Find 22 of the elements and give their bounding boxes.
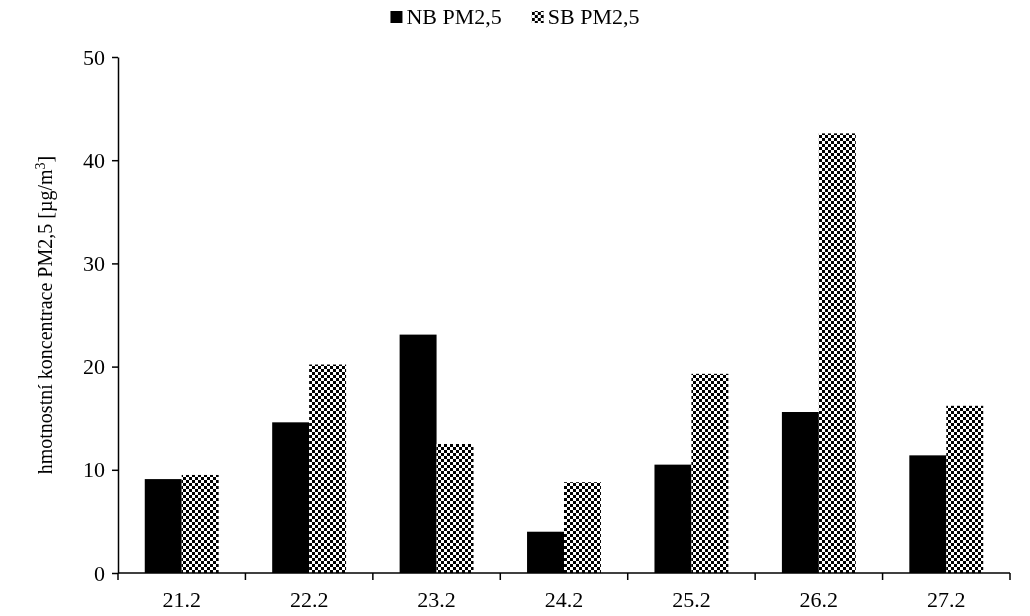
bar	[818, 133, 856, 573]
x-tick-label: 25.2	[672, 587, 711, 612]
y-tick-label: 0	[94, 560, 105, 586]
y-tick-label: 40	[83, 147, 105, 173]
bar	[309, 364, 347, 573]
y-tick-label: 30	[83, 250, 105, 276]
legend-label: SB PM2,5	[547, 4, 640, 29]
y-tick-label: 10	[83, 457, 105, 483]
x-tick-label: 27.2	[927, 587, 966, 612]
x-tick-label: 21.2	[162, 587, 201, 612]
y-tick-label: 50	[83, 44, 105, 70]
bar	[946, 405, 984, 573]
bar	[436, 444, 474, 573]
x-tick-label: 23.2	[417, 587, 456, 612]
legend-label: NB PM2,5	[406, 4, 502, 29]
x-tick-label: 26.2	[799, 587, 839, 612]
x-tick-label: 22.2	[289, 587, 329, 612]
bar	[564, 482, 601, 573]
bar	[691, 373, 729, 573]
x-tick-label: 24.2	[544, 587, 584, 612]
y-tick-label: 20	[83, 354, 105, 380]
bar	[181, 474, 219, 573]
